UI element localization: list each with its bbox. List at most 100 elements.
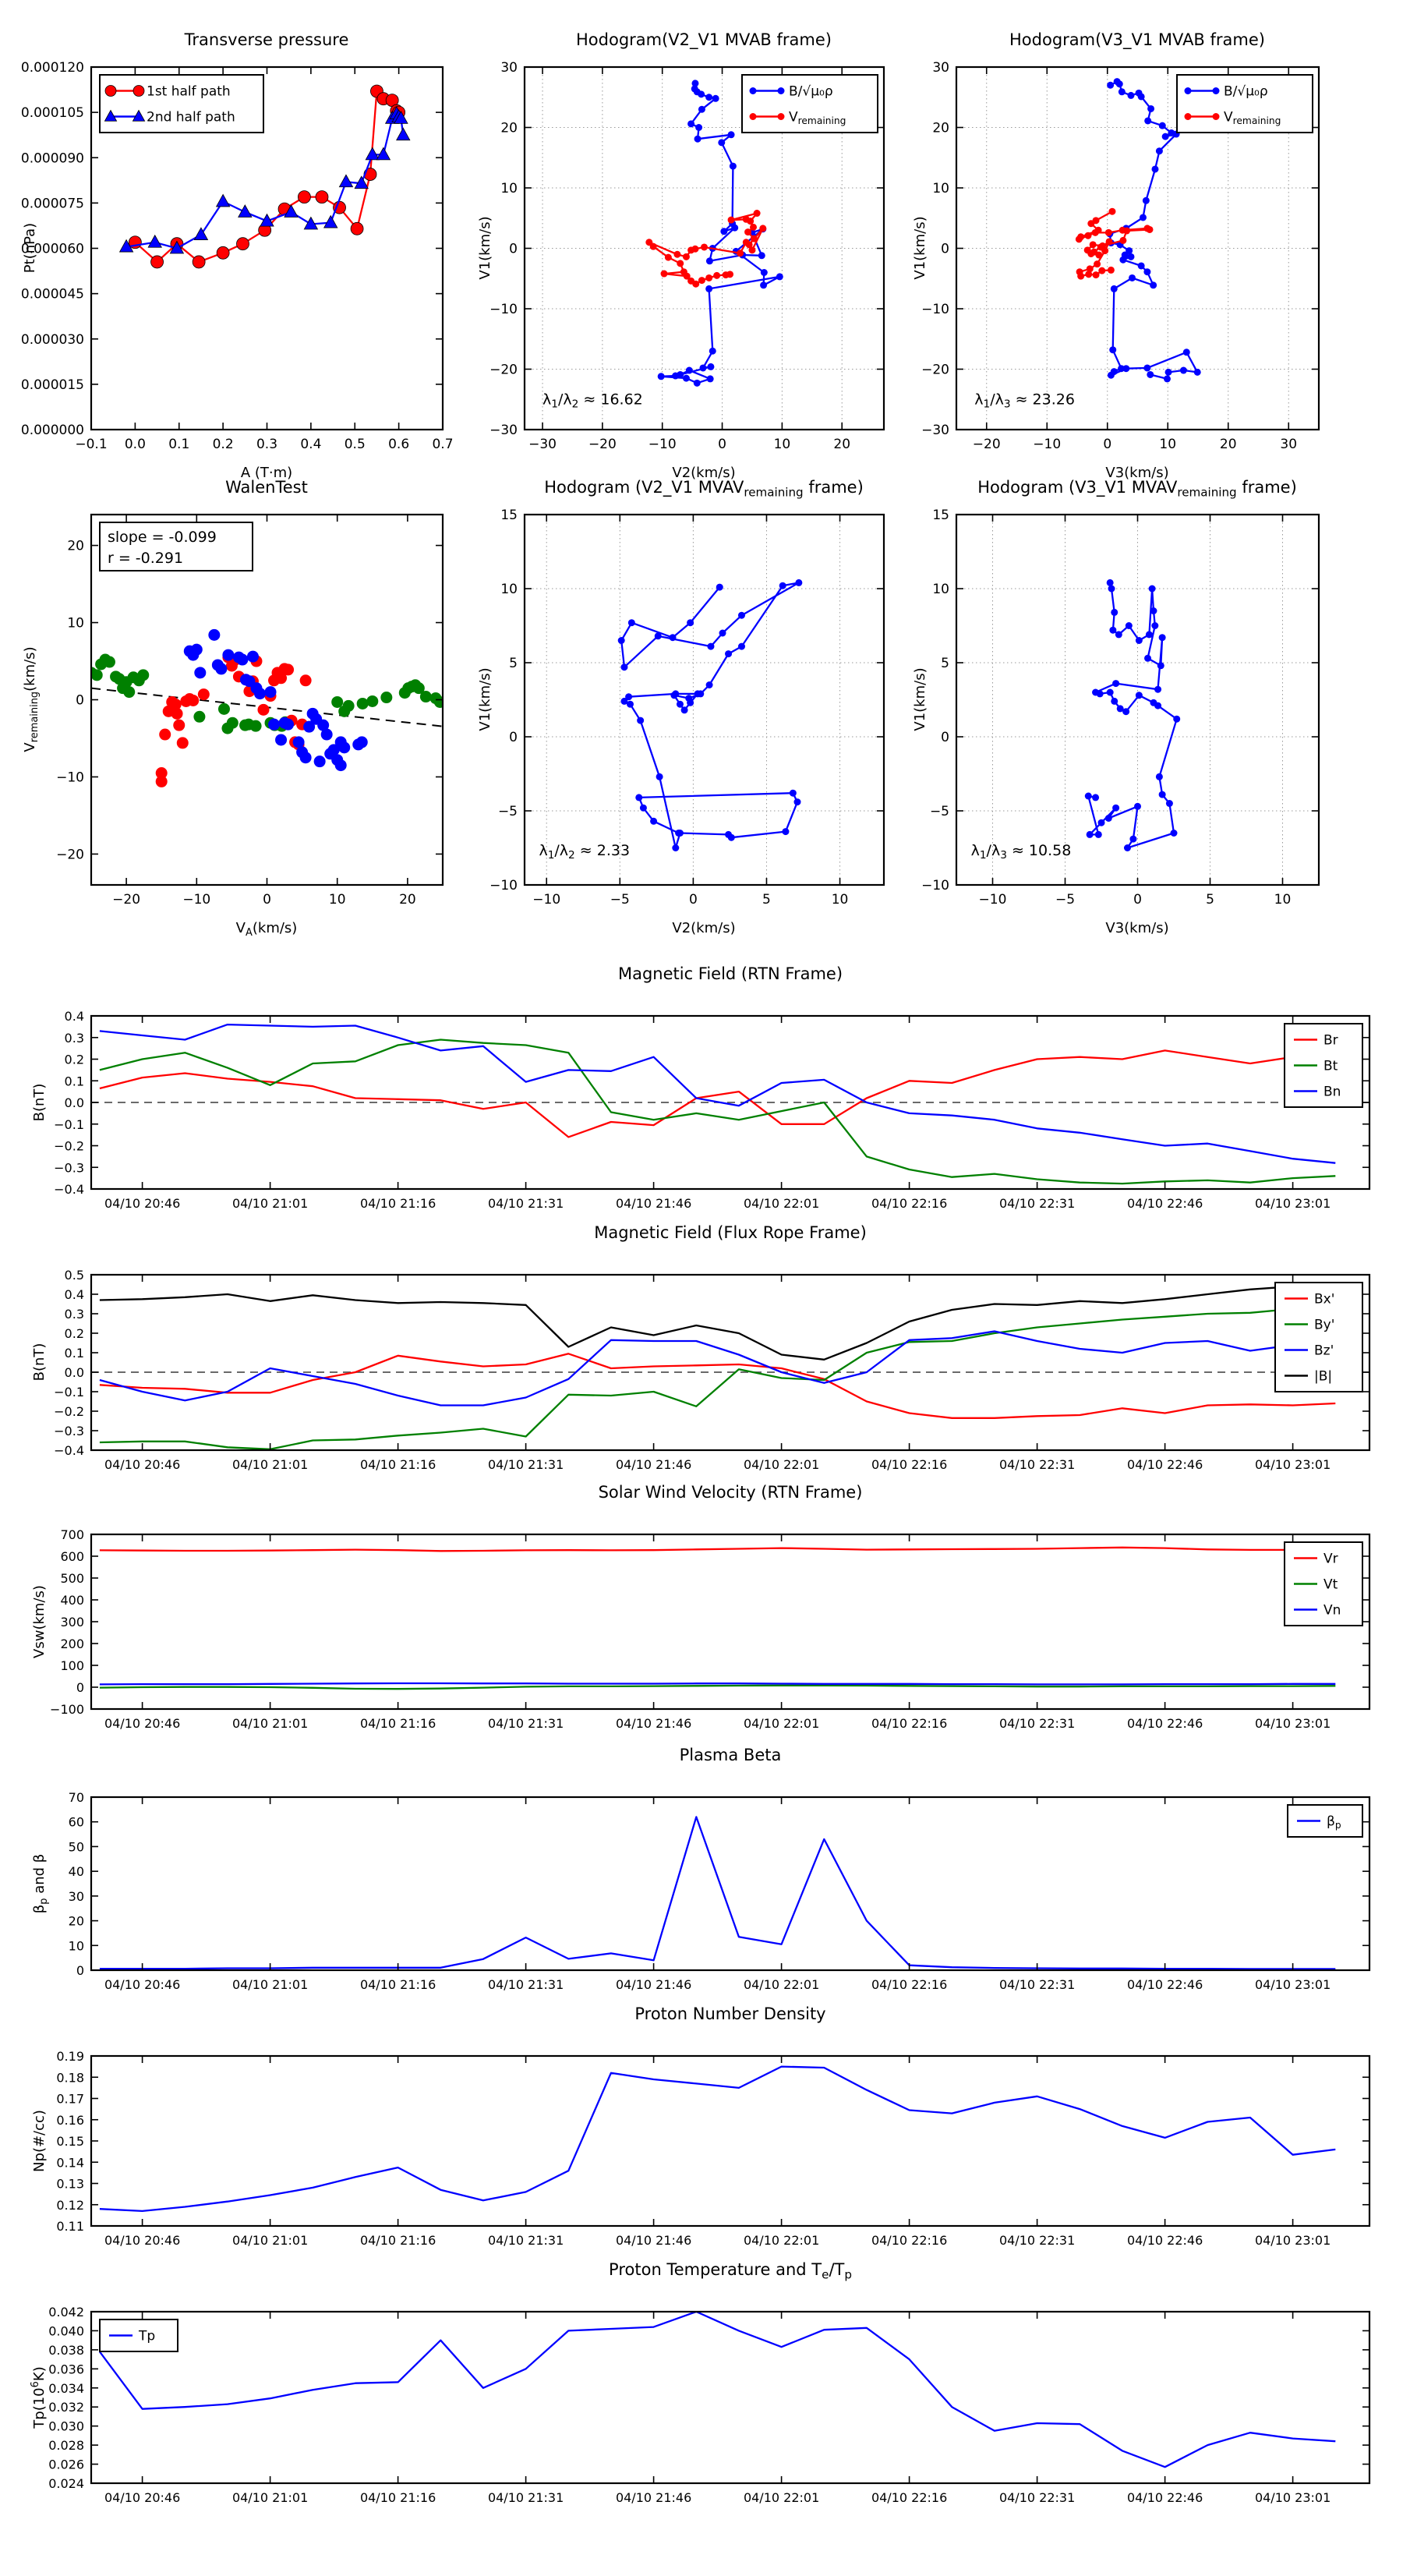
y-tick-label: 0 — [76, 693, 84, 709]
series-markers-V path — [1084, 579, 1181, 851]
point-marker — [268, 718, 281, 731]
x-tick-label: 04/10 21:31 — [488, 1977, 564, 1992]
point-marker — [713, 271, 721, 279]
point-marker — [1086, 265, 1094, 273]
point-marker — [672, 690, 680, 698]
point-marker — [682, 253, 690, 260]
x-tick-label: 04/10 23:01 — [1255, 2490, 1331, 2505]
y-tick-label: 0.000060 — [21, 242, 84, 257]
point-marker — [1143, 268, 1151, 276]
point-marker — [675, 830, 683, 837]
point-marker — [1165, 800, 1173, 807]
point-marker — [103, 656, 115, 668]
y-tick-label: −10 — [921, 878, 949, 893]
x-tick-label: 30 — [1280, 437, 1297, 452]
y-tick-label: 0.028 — [48, 2438, 84, 2453]
x-tick-label: 0.4 — [300, 437, 321, 452]
point-marker — [1097, 819, 1105, 826]
point-marker — [1111, 608, 1119, 616]
point-marker — [758, 252, 765, 260]
point-marker — [433, 695, 443, 708]
x-tick-label: 04/10 22:46 — [1127, 2490, 1203, 2505]
point-marker — [1147, 370, 1154, 378]
point-marker — [694, 690, 702, 698]
point-marker — [692, 280, 700, 288]
point-marker — [264, 686, 277, 699]
y-tick-label: 100 — [60, 1658, 84, 1673]
x-tick-label: 04/10 21:01 — [232, 1977, 308, 1992]
point-marker — [1184, 113, 1192, 120]
y-axis-label: Vremaining(km/s) — [22, 646, 41, 752]
point-marker — [1155, 147, 1163, 155]
x-tick-label: 04/10 22:46 — [1127, 1716, 1203, 1731]
point-marker — [617, 637, 625, 644]
point-marker — [355, 736, 368, 748]
x-tick-label: −10 — [532, 892, 560, 908]
point-marker — [1108, 585, 1115, 593]
legend: Tp — [99, 2319, 178, 2352]
x-tick-label: 04/10 21:31 — [488, 1716, 564, 1731]
point-marker — [1122, 708, 1130, 716]
point-marker — [313, 755, 326, 768]
point-marker — [1084, 232, 1092, 239]
point-marker — [748, 246, 756, 254]
y-tick-label: 0.040 — [48, 2323, 84, 2338]
y-tick-label: −100 — [50, 1702, 84, 1717]
point-marker — [216, 246, 230, 260]
y-axis-label: V1(km/s) — [912, 216, 928, 279]
point-marker — [726, 271, 734, 278]
point-marker — [1119, 236, 1127, 244]
point-marker — [672, 844, 680, 851]
point-marker — [731, 224, 739, 232]
x-tick-label: 04/10 22:01 — [744, 2490, 819, 2505]
point-marker — [727, 216, 735, 224]
x-tick-label: 04/10 20:46 — [104, 1196, 180, 1211]
point-marker — [1098, 267, 1106, 274]
point-marker — [719, 629, 726, 637]
point-marker — [1144, 654, 1152, 662]
point-marker — [687, 699, 694, 706]
legend-label: 1st half path — [147, 84, 231, 100]
point-marker — [683, 272, 691, 280]
point-marker — [1096, 690, 1104, 698]
series-line-Tp — [98, 2312, 1336, 2468]
point-marker — [331, 695, 344, 708]
x-tick-label: 04/10 22:01 — [744, 1196, 819, 1211]
legend-label: By' — [1314, 1318, 1334, 1333]
point-marker — [691, 80, 699, 87]
x-tick-label: 04/10 22:16 — [871, 1457, 947, 1472]
point-marker — [1155, 773, 1163, 780]
point-marker — [155, 767, 168, 780]
legend-label: Bx' — [1314, 1292, 1334, 1307]
point-marker — [676, 700, 684, 708]
point-marker — [705, 274, 713, 281]
triangle-marker — [132, 109, 146, 122]
legend-label: |B| — [1314, 1369, 1332, 1385]
point-marker — [1107, 266, 1115, 274]
x-tick-label: 20 — [833, 437, 850, 452]
point-marker — [720, 228, 728, 235]
point-marker — [419, 691, 432, 703]
y-tick-label: 0.038 — [48, 2343, 84, 2358]
y-tick-label: 0.000120 — [21, 60, 84, 76]
point-marker — [656, 773, 663, 780]
point-marker — [694, 135, 702, 143]
point-marker — [1182, 349, 1190, 356]
y-tick-label: 10 — [932, 181, 949, 196]
point-marker — [173, 719, 186, 731]
series-markers-V remaining — [1075, 207, 1154, 280]
point-marker — [729, 162, 737, 170]
point-marker — [760, 281, 768, 289]
point-marker — [1137, 93, 1145, 101]
point-marker — [1107, 81, 1115, 89]
triangle-marker — [260, 213, 274, 227]
point-marker — [677, 370, 684, 378]
point-marker — [380, 692, 393, 704]
point-marker — [1095, 251, 1103, 259]
point-marker — [620, 697, 628, 705]
triangle-marker — [193, 227, 209, 240]
series-line-Vt — [99, 1684, 1336, 1690]
triangle-marker — [354, 175, 369, 189]
axes-frame — [90, 2054, 1371, 2227]
y-tick-label: −30 — [489, 423, 518, 438]
